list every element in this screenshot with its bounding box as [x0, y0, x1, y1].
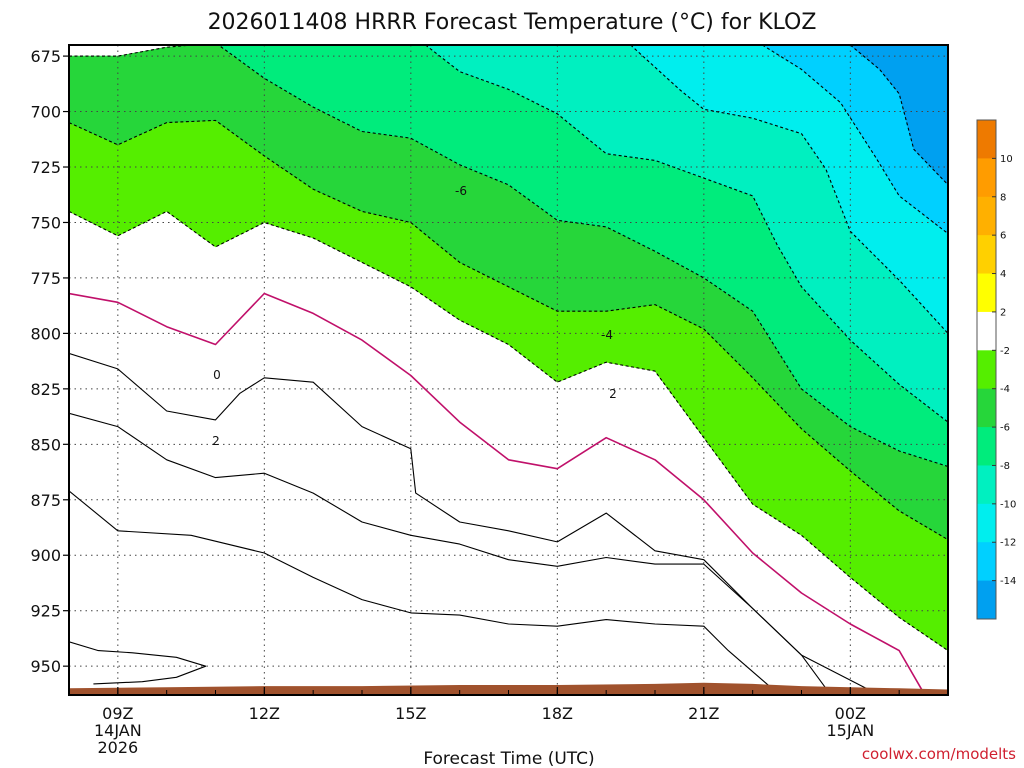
x-axis-label: Forecast Time (UTC): [423, 749, 594, 768]
contour-line-0-4: [69, 292, 925, 694]
x-tick-label-5-1: 15JAN: [826, 721, 874, 740]
colorbar-label-6: -4: [1000, 384, 1010, 395]
y-tick-label-925: 925: [30, 602, 61, 621]
contour-line--10-9: [630, 45, 948, 334]
colorbar-frame: [976, 119, 997, 620]
colorbar-label-1: 8: [1000, 192, 1006, 203]
colorbar-swatch-8: [977, 427, 996, 466]
colorbar-swatch-5: [977, 311, 996, 351]
colorbar-label-8: -8: [1000, 461, 1010, 472]
colorbar-label-5: -2: [1000, 346, 1010, 357]
colorbar-swatch-12: [977, 580, 996, 620]
x-tick-label-2-0: 15Z: [395, 704, 426, 723]
contour-line-6-0: [69, 641, 207, 685]
colorbar-label-7: -6: [1000, 423, 1010, 434]
contour-line--14-11: [849, 45, 948, 186]
contour-labels: -6 -4 2 0 2: [212, 184, 617, 448]
colorbar-label-4: 2: [1000, 307, 1006, 318]
chart-title: 2026011408 HRRR Forecast Temperature (°C…: [208, 10, 817, 35]
colorbar: 10 8 6 4 2 -2 -4 -6 -8 -10 -12 -14: [976, 119, 1016, 620]
colorbar-swatch-10: [977, 503, 996, 543]
y-tick-label-825: 825: [30, 380, 61, 399]
x-tick-label-0-1: 14JAN: [94, 721, 142, 740]
contour-line--4-6: [69, 119, 948, 541]
y-tick-label-950: 950: [30, 657, 61, 676]
contour-line--12-10: [762, 45, 948, 235]
credit-link[interactable]: coolwx.com/modelts: [862, 745, 1016, 763]
y-axis: 675 700 725 750 775 800 825 850 875 900 925 950: [30, 47, 69, 676]
y-tick-label-800: 800: [30, 324, 61, 343]
colorbar-label-2: 6: [1000, 231, 1006, 242]
terrain: [69, 682, 948, 695]
colorbar-swatch-11: [977, 542, 996, 582]
y-tick-label-775: 775: [30, 269, 61, 288]
colorbar-swatch-9: [977, 465, 996, 505]
plot-area: [69, 45, 948, 695]
x-tick-label-3-0: 18Z: [542, 704, 573, 723]
contour-line-4-1: [69, 490, 778, 694]
contour-lines: [69, 45, 948, 694]
x-tick-label-4-0: 21Z: [688, 704, 719, 723]
contour-line--6-7: [69, 45, 948, 468]
contour-line--8-8: [425, 45, 948, 423]
colorbar-label-0: 10: [1000, 154, 1013, 165]
y-tick-label-850: 850: [30, 435, 61, 454]
contour-fills: [69, 45, 948, 694]
y-tick-label-675: 675: [30, 47, 61, 66]
colorbar-label-11: -14: [1000, 576, 1016, 587]
colorbar-swatch-2: [977, 196, 996, 236]
y-tick-label-725: 725: [30, 158, 61, 177]
colorbar-swatch-6: [977, 350, 996, 390]
y-tick-label-750: 750: [30, 213, 61, 232]
contour-label-2-lower: 2: [212, 434, 220, 448]
colorbar-label-10: -12: [1000, 538, 1016, 549]
grid-lines: [69, 45, 948, 695]
y-tick-label-900: 900: [30, 546, 61, 565]
x-tick-label-5-0: 00Z: [835, 704, 866, 723]
contour-label-minus6: -6: [455, 184, 467, 198]
colorbar-swatch-7: [977, 388, 996, 428]
contour-line-2-3: [69, 352, 876, 694]
x-tick-label-1-0: 12Z: [249, 704, 280, 723]
colorbar-swatch-1: [977, 158, 996, 198]
colorbar-label-9: -10: [1000, 499, 1016, 510]
colorbar-label-3: 4: [1000, 269, 1006, 280]
terrain-layer: [69, 682, 948, 695]
y-tick-label-700: 700: [30, 103, 61, 122]
x-tick-label-0-0: 09Z: [102, 704, 133, 723]
y-tick-label-875: 875: [30, 491, 61, 510]
contour-label-minus4: -4: [601, 328, 613, 342]
contour-label-2-upper: 2: [609, 387, 617, 401]
contour-label-0: 0: [213, 368, 221, 382]
contour-line-2-2: [69, 412, 827, 689]
colorbar-swatch-0: [977, 120, 996, 159]
colorbar-swatch-4: [977, 273, 996, 313]
x-tick-label-0-2: 2026: [97, 738, 138, 757]
colorbar-swatch-3: [977, 235, 996, 275]
